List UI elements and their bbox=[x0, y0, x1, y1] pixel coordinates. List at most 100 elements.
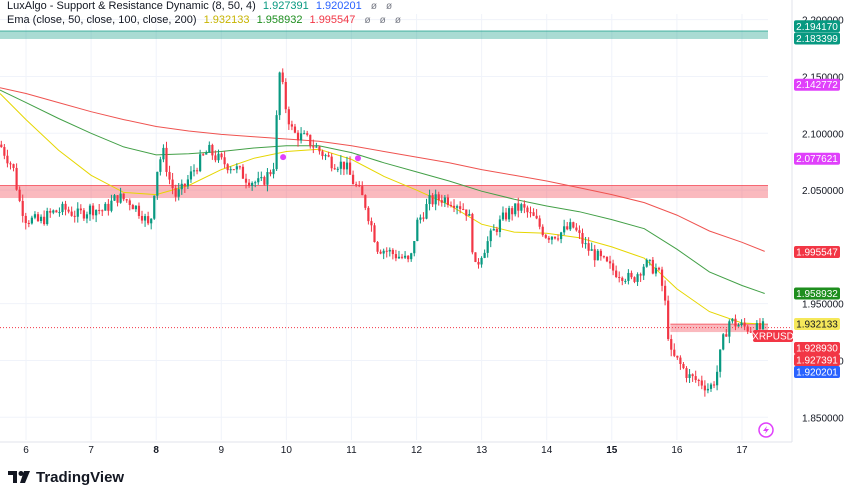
candle-body bbox=[339, 161, 342, 169]
candle-body bbox=[321, 151, 324, 157]
price-label: 2.142772 bbox=[796, 80, 838, 91]
candle-body bbox=[327, 155, 330, 157]
candle-body bbox=[104, 203, 107, 211]
candle-body bbox=[630, 272, 633, 278]
candle-body bbox=[336, 168, 339, 170]
candle-body bbox=[30, 217, 33, 224]
candle-body bbox=[676, 355, 679, 358]
candle-body bbox=[507, 208, 511, 220]
candle-body bbox=[229, 169, 232, 171]
candle-body bbox=[235, 166, 238, 170]
ema-50-line bbox=[0, 93, 765, 325]
candle-body bbox=[434, 194, 437, 205]
candle-body bbox=[569, 222, 572, 230]
candle-body bbox=[477, 261, 480, 265]
candle-body bbox=[599, 250, 602, 257]
candle-body bbox=[572, 222, 575, 228]
candle-body bbox=[407, 255, 410, 260]
price-tick-label: 1.950000 bbox=[802, 300, 844, 311]
candle-body bbox=[746, 326, 749, 332]
eye-icon[interactable]: ø bbox=[364, 15, 371, 26]
candle-body bbox=[440, 200, 443, 203]
legend-ema[interactable]: Ema (close, 50, close, 100, close, 200) … bbox=[7, 14, 401, 26]
price-tick-label: 2.100000 bbox=[802, 129, 844, 140]
candle-body bbox=[290, 124, 294, 127]
candle-body bbox=[706, 388, 710, 391]
candle-body bbox=[413, 241, 416, 254]
candle-body bbox=[660, 269, 664, 286]
candle-body bbox=[247, 182, 251, 186]
candle-body bbox=[257, 178, 260, 183]
candle-body bbox=[110, 200, 113, 211]
candle-body bbox=[419, 217, 422, 220]
candle-body bbox=[143, 216, 147, 221]
candle-body bbox=[330, 156, 333, 169]
candle-body bbox=[269, 172, 272, 175]
price-label: 1.958932 bbox=[796, 289, 838, 300]
legend-value: 1.927391 bbox=[262, 0, 309, 12]
candle-body bbox=[27, 222, 30, 224]
candle-body bbox=[309, 134, 312, 147]
candle-body bbox=[385, 250, 388, 252]
candle-body bbox=[575, 227, 578, 231]
candle-body bbox=[202, 154, 205, 156]
candle-body bbox=[722, 334, 725, 350]
candle-body bbox=[388, 249, 391, 252]
candle-body bbox=[174, 188, 177, 197]
candle-body bbox=[180, 183, 183, 190]
candle-body bbox=[272, 169, 275, 175]
candle-body bbox=[648, 259, 651, 261]
candle-body bbox=[128, 200, 131, 205]
candle-body bbox=[593, 249, 596, 261]
candle-body bbox=[107, 203, 110, 211]
candle-body bbox=[91, 205, 95, 216]
candle-body bbox=[43, 216, 46, 225]
candle-body bbox=[254, 182, 257, 184]
lightning-icon[interactable] bbox=[758, 422, 774, 438]
candle-body bbox=[150, 218, 153, 224]
zone-resistance bbox=[0, 31, 768, 39]
candle-body bbox=[563, 226, 566, 233]
candle-body bbox=[333, 168, 336, 170]
candle-body bbox=[153, 195, 156, 219]
candle-body bbox=[578, 230, 581, 234]
time-tick-label: 12 bbox=[411, 445, 423, 456]
candle-body bbox=[284, 82, 287, 110]
candle-body bbox=[95, 209, 98, 216]
eye-icon[interactable]: ø bbox=[385, 1, 393, 12]
candle-body bbox=[645, 259, 648, 267]
legend-luxalgo[interactable]: LuxAlgo - Support & Resistance Dynamic (… bbox=[7, 0, 392, 12]
candle-body bbox=[535, 215, 538, 219]
candle-body bbox=[489, 230, 492, 242]
candle-body bbox=[195, 170, 199, 172]
candle-body bbox=[186, 179, 189, 187]
eye-icon[interactable]: ø bbox=[394, 15, 401, 26]
candle-body bbox=[39, 216, 43, 221]
candle-body bbox=[165, 147, 168, 172]
candle-body bbox=[728, 321, 731, 337]
chart-grid bbox=[0, 14, 768, 440]
candle-body bbox=[547, 237, 550, 240]
eye-icon[interactable]: ø bbox=[370, 1, 377, 12]
legend-title: Ema (close, 50, close, 100, close, 200) bbox=[7, 14, 197, 26]
eye-icon[interactable]: ø bbox=[379, 15, 386, 26]
candle-body bbox=[541, 226, 544, 236]
candle-body bbox=[376, 242, 379, 252]
candle-body bbox=[275, 115, 278, 170]
candle-body bbox=[615, 270, 618, 278]
candle-body bbox=[480, 257, 483, 265]
ema-100-line bbox=[0, 89, 765, 294]
candle-body bbox=[737, 325, 740, 327]
candle-body bbox=[9, 163, 12, 165]
candle-body bbox=[474, 252, 477, 262]
candle-body bbox=[21, 200, 24, 216]
time-axis: 6 7 8 9 10 11 12 13 14 15 16 17 bbox=[0, 441, 792, 456]
price-label-bg bbox=[794, 152, 840, 165]
candle-body bbox=[355, 184, 358, 186]
price-label-bg bbox=[794, 20, 840, 33]
candle-body bbox=[682, 363, 685, 369]
time-tick-label: 15 bbox=[606, 445, 618, 456]
candle-body bbox=[425, 204, 428, 219]
candle-body bbox=[590, 249, 593, 251]
